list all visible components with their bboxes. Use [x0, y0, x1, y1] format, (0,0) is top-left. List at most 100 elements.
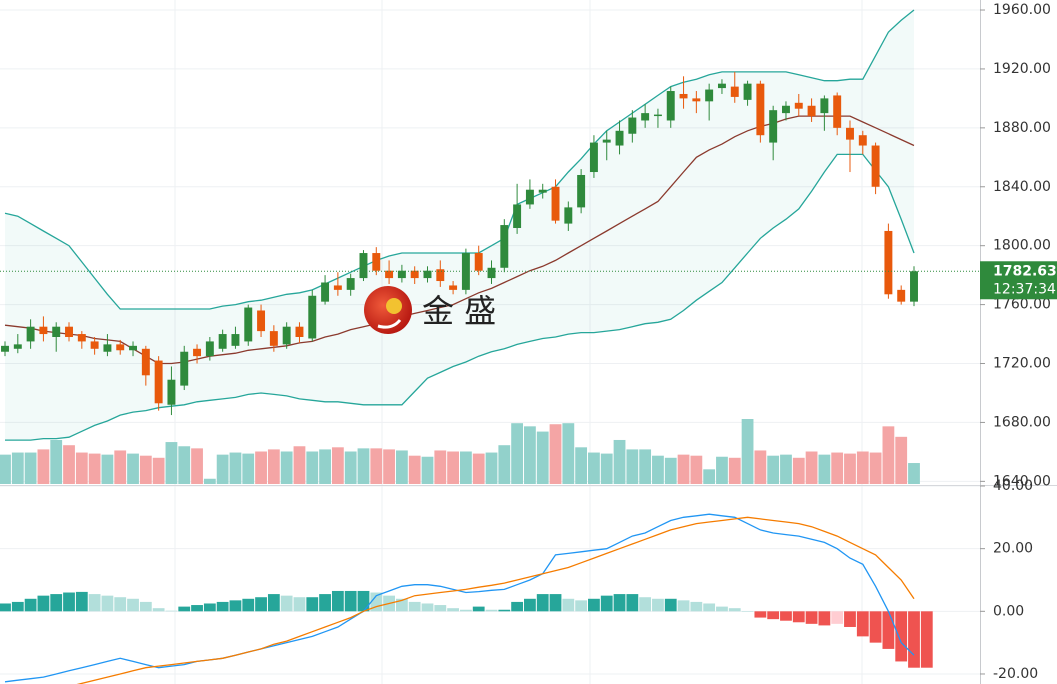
- macd-bar: [588, 598, 600, 612]
- volume-bar: [139, 455, 152, 484]
- axis-layer: 1960.00 1920.00 1880.00 1840.00 1800.00 1760.…: [980, 2, 1057, 682]
- macd-bar: [908, 611, 920, 668]
- macd-bar: [869, 611, 882, 643]
- macd-bar: [319, 594, 331, 612]
- y-tick-label: 1880.00: [993, 120, 1051, 136]
- candle-body: [282, 326, 291, 345]
- macd-bar: [114, 597, 127, 612]
- macd-bar: [395, 598, 408, 612]
- candle-body: [692, 98, 701, 102]
- volume-bar: [280, 451, 293, 484]
- macd-bar: [24, 598, 37, 612]
- candle-body: [385, 270, 394, 279]
- volume-bar: [588, 452, 600, 484]
- macd-bar: [229, 600, 242, 612]
- candle-body: [653, 114, 662, 117]
- candle-body: [717, 83, 726, 89]
- candle-body: [231, 334, 240, 346]
- y-tick-label: 1640.00: [993, 473, 1051, 489]
- macd-bar: [75, 591, 88, 612]
- macd-bar: [818, 611, 831, 626]
- candle-body: [65, 326, 73, 338]
- volume-bar: [242, 453, 255, 484]
- candle-body: [487, 267, 496, 279]
- macd-bar: [600, 595, 613, 612]
- candle-body: [769, 110, 778, 143]
- volume-bar: [408, 455, 421, 484]
- y-tick-label: 1920.00: [993, 61, 1051, 77]
- volume-bar: [869, 452, 882, 484]
- candle-body: [474, 253, 483, 271]
- volume-bar: [856, 451, 869, 484]
- band-lower: [5, 153, 915, 441]
- candle-body: [308, 295, 317, 339]
- volume-bar: [703, 469, 716, 484]
- y-tick-label: 40.00: [993, 478, 1033, 494]
- macd-dif-line: [4, 513, 915, 683]
- candle-body: [167, 379, 176, 405]
- macd-bar: [920, 611, 933, 668]
- candle-body: [205, 341, 214, 357]
- macd-bar: [165, 610, 178, 612]
- volume-layer: [0, 419, 920, 484]
- macd-bar: [652, 598, 664, 612]
- candle-body: [551, 186, 560, 221]
- volume-bar: [908, 463, 920, 484]
- volume-bar: [191, 448, 203, 484]
- candle-body: [269, 331, 278, 346]
- candle-body: [193, 348, 202, 357]
- volume-bar: [203, 478, 216, 484]
- bands-layer: [4, 9, 915, 441]
- macd-bar: [50, 594, 63, 612]
- volume-bar: [677, 454, 690, 484]
- macd-bar: [191, 605, 203, 612]
- volume-bar: [882, 426, 895, 484]
- candle-body: [103, 344, 112, 352]
- candle-body: [13, 344, 22, 349]
- macd-bar: [780, 611, 792, 621]
- candle-body: [141, 348, 150, 376]
- volume-bar: [127, 453, 139, 484]
- volume-bar: [357, 448, 370, 484]
- volume-bar: [831, 452, 844, 484]
- volume-bar: [690, 455, 703, 484]
- candle-body: [705, 89, 714, 102]
- y-tick-label: 1720.00: [993, 356, 1051, 372]
- watermark: 金 盛: [364, 286, 496, 334]
- volume-bar: [293, 446, 306, 484]
- macd-bar: [728, 608, 741, 612]
- macd-bar: [792, 611, 805, 623]
- candle-body: [807, 105, 816, 117]
- volume-bar: [37, 449, 50, 484]
- volume-bar: [549, 424, 562, 484]
- volume-bar: [498, 445, 511, 484]
- macd-bar: [255, 597, 267, 612]
- candle-body: [794, 102, 803, 109]
- macd-bar: [498, 609, 511, 612]
- volume-bar: [741, 419, 754, 484]
- candle-body: [244, 307, 253, 342]
- logo-dot: [386, 298, 402, 314]
- candle-body: [410, 270, 419, 279]
- volume-bar: [767, 455, 780, 484]
- volume-bar: [600, 453, 613, 484]
- candle-body: [39, 326, 48, 335]
- volume-bar: [11, 452, 24, 484]
- candle-body: [77, 334, 86, 342]
- volume-bar: [395, 450, 408, 484]
- volume-bar: [844, 453, 856, 484]
- volume-bar: [754, 450, 767, 484]
- candle-body: [666, 91, 675, 121]
- macd-bar: [344, 590, 357, 612]
- candle-body: [730, 86, 739, 97]
- volume-bar: [626, 449, 639, 484]
- candle-body: [295, 326, 304, 338]
- macd-bar: [613, 594, 626, 612]
- macd-bar: [844, 611, 856, 627]
- candles-layer: [0, 71, 980, 416]
- volume-bar: [165, 442, 178, 484]
- volume-bar: [613, 439, 626, 484]
- candle-body: [333, 285, 342, 290]
- candle-body: [679, 93, 688, 99]
- volume-bar: [421, 456, 434, 484]
